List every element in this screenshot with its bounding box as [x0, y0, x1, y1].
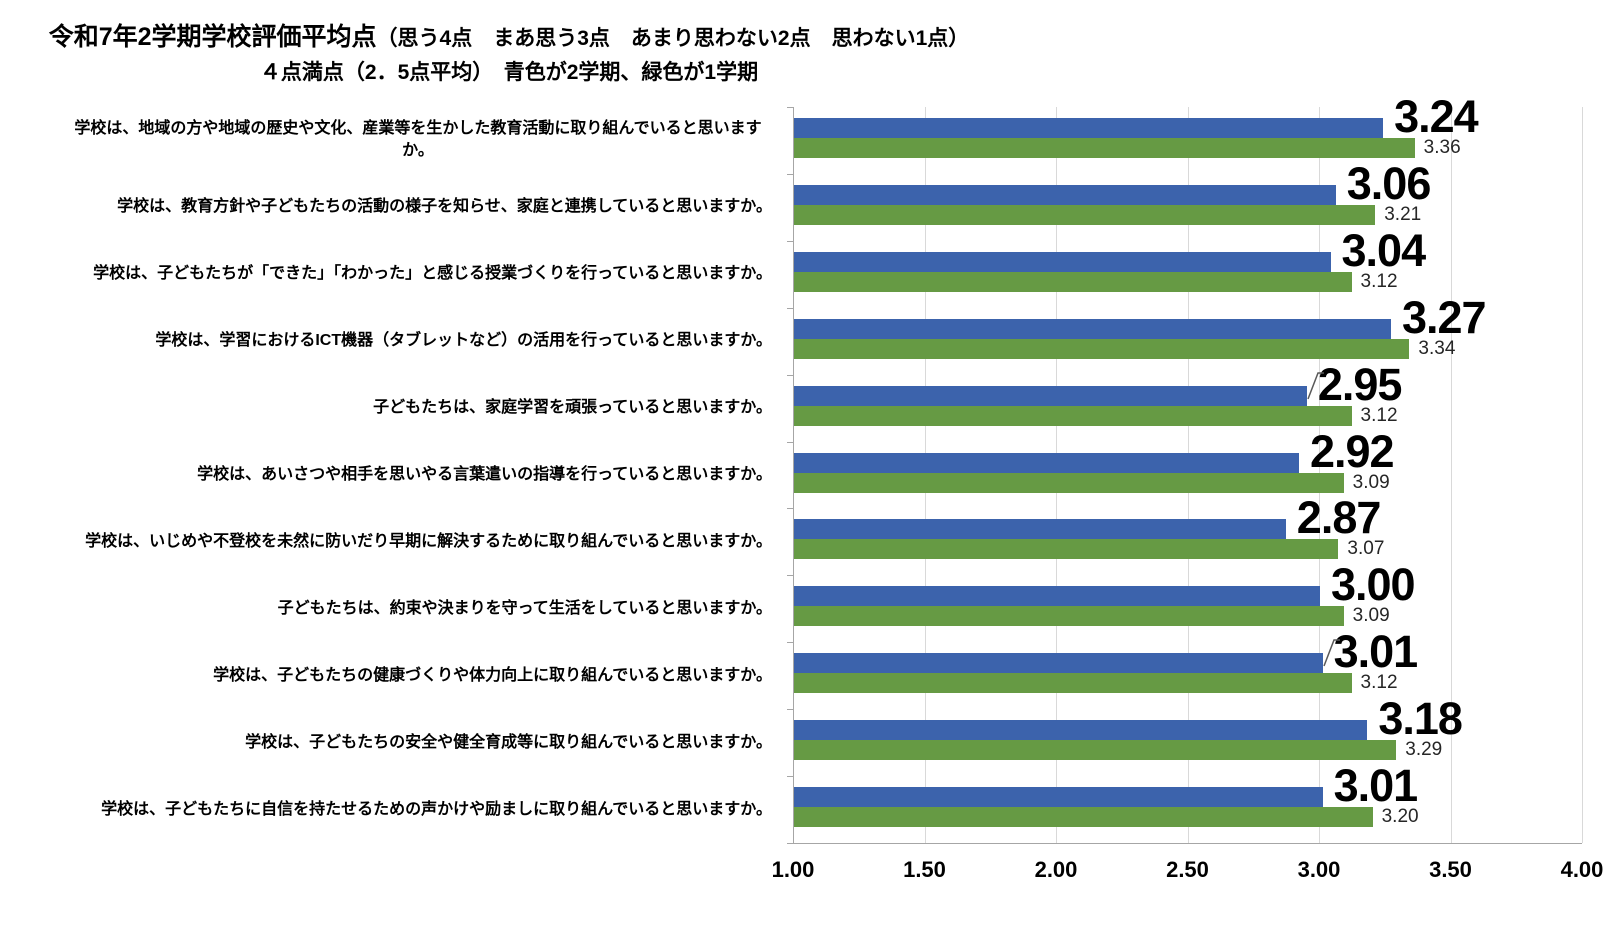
- category-axis-line: [793, 107, 794, 843]
- bar-term2-blue: [794, 653, 1323, 674]
- category-label-row: 学校は、教育方針や子どもたちの活動の様子を知らせ、家庭と連携していると思いますか…: [16, 174, 772, 241]
- value-label-term2: 3.27: [1402, 291, 1487, 343]
- value-label-term2: 2.95: [1317, 358, 1403, 410]
- bar-term2-blue: [794, 385, 1307, 406]
- bar-term2-blue: [794, 452, 1299, 473]
- bar-term1-green: [794, 405, 1352, 426]
- bar-term1-green: [794, 740, 1397, 761]
- category-axis-tick: [787, 843, 793, 844]
- category-label-row: 学校は、子どもたちが「できた」「わかった」と感じる授業づくりを行っていると思いま…: [16, 241, 772, 308]
- bar-term2-blue: [794, 720, 1368, 741]
- category-label-row: 学校は、子どもたちの健康づくりや体力向上に取り組んでいると思いますか。: [16, 642, 772, 709]
- bar-term2-blue: [794, 118, 1384, 138]
- category-label-row: 学校は、子どもたちに自信を持たせるための声かけや励ましに取り組んでいると思います…: [16, 776, 772, 843]
- chart-subtitle: ４点満点（2．5点平均） 青色が2学期、緑色が1学期: [259, 61, 759, 84]
- x-tick-label: 2.50: [1166, 857, 1209, 882]
- category-label: 学校は、あいさつや相手を思いやる言葉遣いの指導を行っていると思いますか。: [197, 465, 772, 483]
- bar-term1-green: [794, 271, 1352, 292]
- category-axis-tick: [787, 307, 793, 309]
- x-tick-label: 2.00: [1034, 857, 1078, 882]
- bar-term1-green: [794, 472, 1344, 493]
- category-label: 学校は、子どもたちの健康づくりや体力向上に取り組んでいると思いますか。: [213, 666, 772, 684]
- bar-term1-green: [794, 807, 1373, 828]
- bar-term2-blue: [794, 184, 1336, 205]
- leader-line: [1322, 639, 1340, 667]
- chart-title-block: 令和7年2学期学校評価平均点（思う4点 まあ思う3点 あまり思わない2点 思わな…: [28, 20, 990, 90]
- category-label: 学校は、教育方針や子どもたちの活動の様子を知らせ、家庭と連携していると思いますか…: [117, 198, 772, 216]
- bar-term1-green: [794, 338, 1410, 359]
- bar-term2-blue: [794, 787, 1323, 808]
- x-tick-label: 1.50: [903, 857, 946, 882]
- category-axis-tick: [787, 240, 793, 242]
- value-label-term1: 3.21: [1384, 203, 1422, 225]
- value-label-term2: 3.01: [1333, 626, 1419, 678]
- category-label: 学校は、学習におけるICT機器（タブレットなど）の活用を行っていると思いますか。: [155, 332, 772, 350]
- bar-term1-green: [794, 138, 1415, 158]
- value-label-term2: 3.00: [1331, 559, 1416, 611]
- bar-term1-green: [794, 606, 1344, 627]
- bar-term2-blue: [794, 251, 1331, 272]
- leader-line: [1307, 371, 1324, 399]
- value-label-term2: 2.92: [1309, 425, 1395, 477]
- value-label-term1: 3.12: [1360, 404, 1398, 426]
- category-axis-tick: [787, 709, 793, 711]
- chart-title-scale-note: （思う4点 まあ思う3点 あまり思わない2点 思わない1点）: [376, 27, 970, 50]
- category-label-row: 学校は、あいさつや相手を思いやる言葉遣いの指導を行っていると思いますか。: [16, 442, 772, 509]
- bar-term2-blue: [794, 519, 1286, 540]
- bar-term1-green: [794, 673, 1352, 694]
- value-label-term1: 3.20: [1381, 806, 1419, 828]
- value-label-term2: 3.18: [1378, 693, 1463, 745]
- x-tick-label: 4.00: [1560, 857, 1604, 882]
- value-label-term1: 3.09: [1352, 471, 1390, 493]
- x-tick-label: 3.50: [1429, 857, 1472, 882]
- category-label: 学校は、いじめや不登校を未然に防いだり早期に解決するために取り組んでいると思いま…: [85, 532, 772, 550]
- category-label: 学校は、地域の方や地域の歴史や文化、産業等を生かした教育活動に取り組んでいると思…: [74, 120, 762, 160]
- category-label: 学校は、子どもたちに自信を持たせるための声かけや励ましに取り組んでいると思います…: [101, 800, 772, 818]
- value-label-term2: 3.01: [1333, 760, 1419, 812]
- value-axis-line: [793, 843, 1582, 844]
- bar-term2-blue: [794, 318, 1391, 339]
- gridline: [1450, 107, 1452, 843]
- category-axis-tick: [787, 107, 793, 108]
- value-label-term1: 3.07: [1347, 538, 1385, 560]
- value-label-term1: 3.29: [1405, 739, 1443, 761]
- category-axis-tick: [787, 776, 793, 778]
- value-label-term1: 3.36: [1423, 137, 1461, 158]
- category-axis-tick: [787, 642, 793, 644]
- value-label-term2: 3.04: [1341, 224, 1427, 276]
- category-label-row: 子どもたちは、約束や決まりを守って生活をしていると思いますか。: [16, 575, 772, 642]
- category-axis-tick: [787, 173, 793, 175]
- category-label: 子どもたちは、約束や決まりを守って生活をしていると思いますか。: [277, 599, 772, 617]
- value-label-term2: 2.87: [1296, 492, 1382, 544]
- category-label-row: 学校は、いじめや不登校を未然に防いだり早期に解決するために取り組んでいると思いま…: [16, 508, 772, 575]
- value-label-term1: 3.12: [1360, 672, 1398, 694]
- category-axis-tick: [787, 575, 793, 577]
- value-label-term1: 3.12: [1360, 270, 1398, 292]
- category-axis-tick: [787, 374, 793, 376]
- value-label-term2: 3.24: [1394, 91, 1479, 142]
- bar-term1-green: [794, 204, 1376, 225]
- x-tick-label: 3.00: [1297, 857, 1341, 882]
- category-axis-tick: [787, 508, 793, 510]
- category-label: 学校は、子どもたちの安全や健全育成等に取り組んでいると思いますか。: [245, 733, 772, 751]
- value-label-term1: 3.34: [1418, 337, 1456, 359]
- category-axis-tick: [787, 441, 793, 443]
- category-label: 学校は、子どもたちが「できた」「わかった」と感じる授業づくりを行っていると思いま…: [93, 265, 772, 283]
- category-label-row: 子どもたちは、家庭学習を頑張っていると思いますか。: [16, 375, 772, 442]
- gridline: [1582, 107, 1583, 843]
- category-label-row: 学校は、地域の方や地域の歴史や文化、産業等を生かした教育活動に取り組んでいると思…: [16, 107, 772, 174]
- chart-title-main: 令和7年2学期学校評価平均点: [48, 23, 377, 51]
- category-label: 子どもたちは、家庭学習を頑張っていると思いますか。: [373, 399, 772, 417]
- category-label-row: 学校は、子どもたちの安全や健全育成等に取り組んでいると思いますか。: [16, 709, 772, 776]
- value-label-term1: 3.09: [1352, 605, 1390, 627]
- x-tick-label: 1.00: [771, 857, 815, 882]
- chart-title: 令和7年2学期学校評価平均点（思う4点 まあ思う3点 あまり思わない2点 思わな…: [28, 20, 990, 56]
- value-label-term2: 3.06: [1346, 157, 1432, 209]
- bar-term2-blue: [794, 586, 1320, 607]
- category-label-row: 学校は、学習におけるICT機器（タブレットなど）の活用を行っていると思いますか。: [16, 308, 772, 375]
- bar-term1-green: [794, 539, 1339, 560]
